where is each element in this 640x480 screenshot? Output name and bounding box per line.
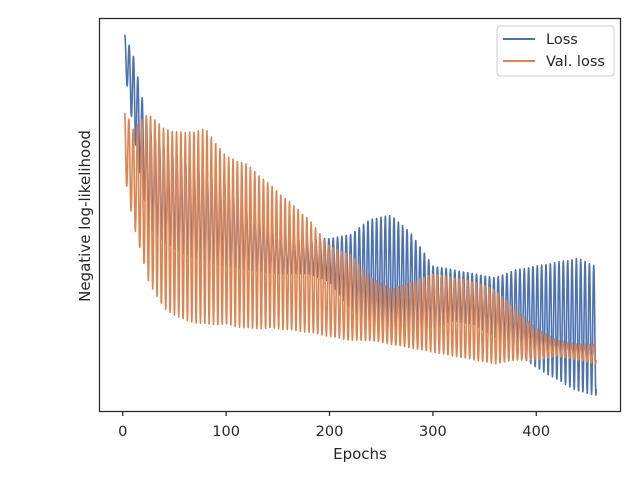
x-tick-label: 300 — [419, 424, 447, 440]
x-tick-label: 0 — [118, 424, 127, 440]
x-axis-label: Epochs — [333, 445, 387, 463]
series-line-val-loss — [124, 112, 598, 365]
x-tick-label: 100 — [212, 424, 240, 440]
series-layer — [124, 34, 598, 396]
axes-frame — [98, 17, 622, 413]
y-axis-label: Negative log-likelihood — [76, 130, 94, 302]
x-tick-label: 400 — [522, 424, 550, 440]
legend: Loss Val. loss — [496, 25, 615, 77]
x-tick-label: 200 — [316, 424, 344, 440]
legend-label-val-loss: Val. loss — [546, 54, 605, 70]
x-axis: 0 100 200 300 400 — [118, 411, 550, 440]
legend-label-loss: Loss — [546, 32, 578, 48]
